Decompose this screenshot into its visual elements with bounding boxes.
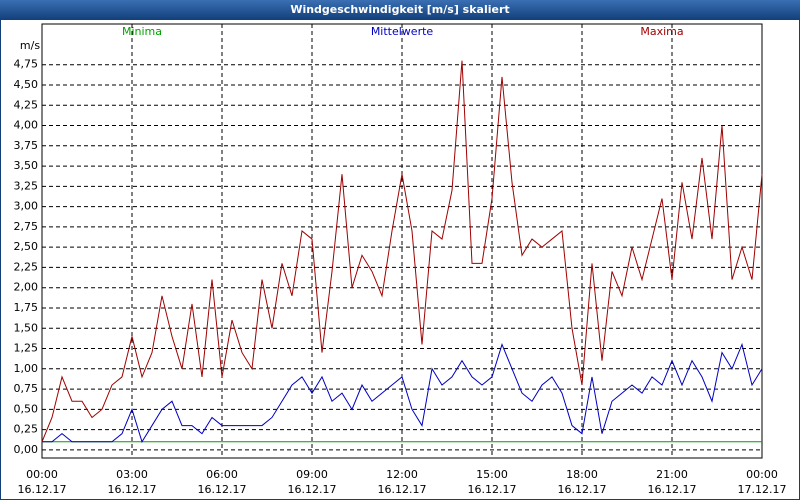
y-tick-label: 4,00	[14, 119, 39, 132]
y-tick-label: 4,50	[14, 78, 39, 91]
x-tick-label: 21:00	[656, 468, 688, 481]
x-tick-label: 12:00	[386, 468, 418, 481]
series-line	[42, 342, 763, 443]
y-tick-label: 1,50	[14, 321, 39, 334]
x-tick-date: 16.12.17	[108, 483, 157, 496]
x-tick-date: 16.12.17	[648, 483, 697, 496]
x-tick-label: 09:00	[296, 468, 328, 481]
y-tick-label: 1,00	[14, 362, 39, 375]
y-tick-label: 0,50	[14, 402, 39, 415]
x-tick-date: 16.12.17	[378, 483, 427, 496]
x-tick-date: 17.12.17	[738, 483, 787, 496]
x-tick-date: 16.12.17	[558, 483, 607, 496]
y-tick-label: 1,25	[14, 342, 39, 355]
y-tick-label: 1,75	[14, 301, 39, 314]
series-line	[41, 60, 763, 442]
y-tick-label: 4,25	[14, 98, 39, 111]
y-tick-label: 2,00	[14, 281, 39, 294]
legend-label: Minima	[122, 25, 162, 38]
x-tick-label: 06:00	[206, 468, 238, 481]
y-tick-label: 2,75	[14, 220, 39, 233]
x-tick-label: 00:00	[26, 468, 58, 481]
x-tick-label: 03:00	[116, 468, 148, 481]
x-tick-date: 16.12.17	[468, 483, 517, 496]
y-tick-label: 3,25	[14, 179, 39, 192]
y-tick-label: 3,50	[14, 159, 39, 172]
y-tick-label: 4,75	[14, 58, 39, 71]
chart-title: Windgeschwindigkeit [m/s] skaliert	[290, 3, 509, 16]
y-tick-label: 0,00	[14, 443, 39, 456]
legend-label: Mittelwerte	[371, 25, 434, 38]
x-tick-date: 16.12.17	[198, 483, 247, 496]
y-tick-label: 3,00	[14, 200, 39, 213]
x-tick-label: 15:00	[476, 468, 508, 481]
x-tick-date: 16.12.17	[288, 483, 337, 496]
x-tick-label: 00:00	[746, 468, 778, 481]
y-axis-label: m/s	[20, 39, 40, 52]
legend-label: Maxima	[640, 25, 683, 38]
title-bar	[0, 0, 800, 20]
y-tick-label: 2,50	[14, 240, 39, 253]
y-tick-label: 3,75	[14, 139, 39, 152]
x-tick-date: 16.12.17	[18, 483, 67, 496]
y-tick-label: 0,25	[14, 423, 39, 436]
y-tick-label: 2,25	[14, 260, 39, 273]
x-tick-label: 18:00	[566, 468, 598, 481]
y-tick-label: 0,75	[14, 382, 39, 395]
